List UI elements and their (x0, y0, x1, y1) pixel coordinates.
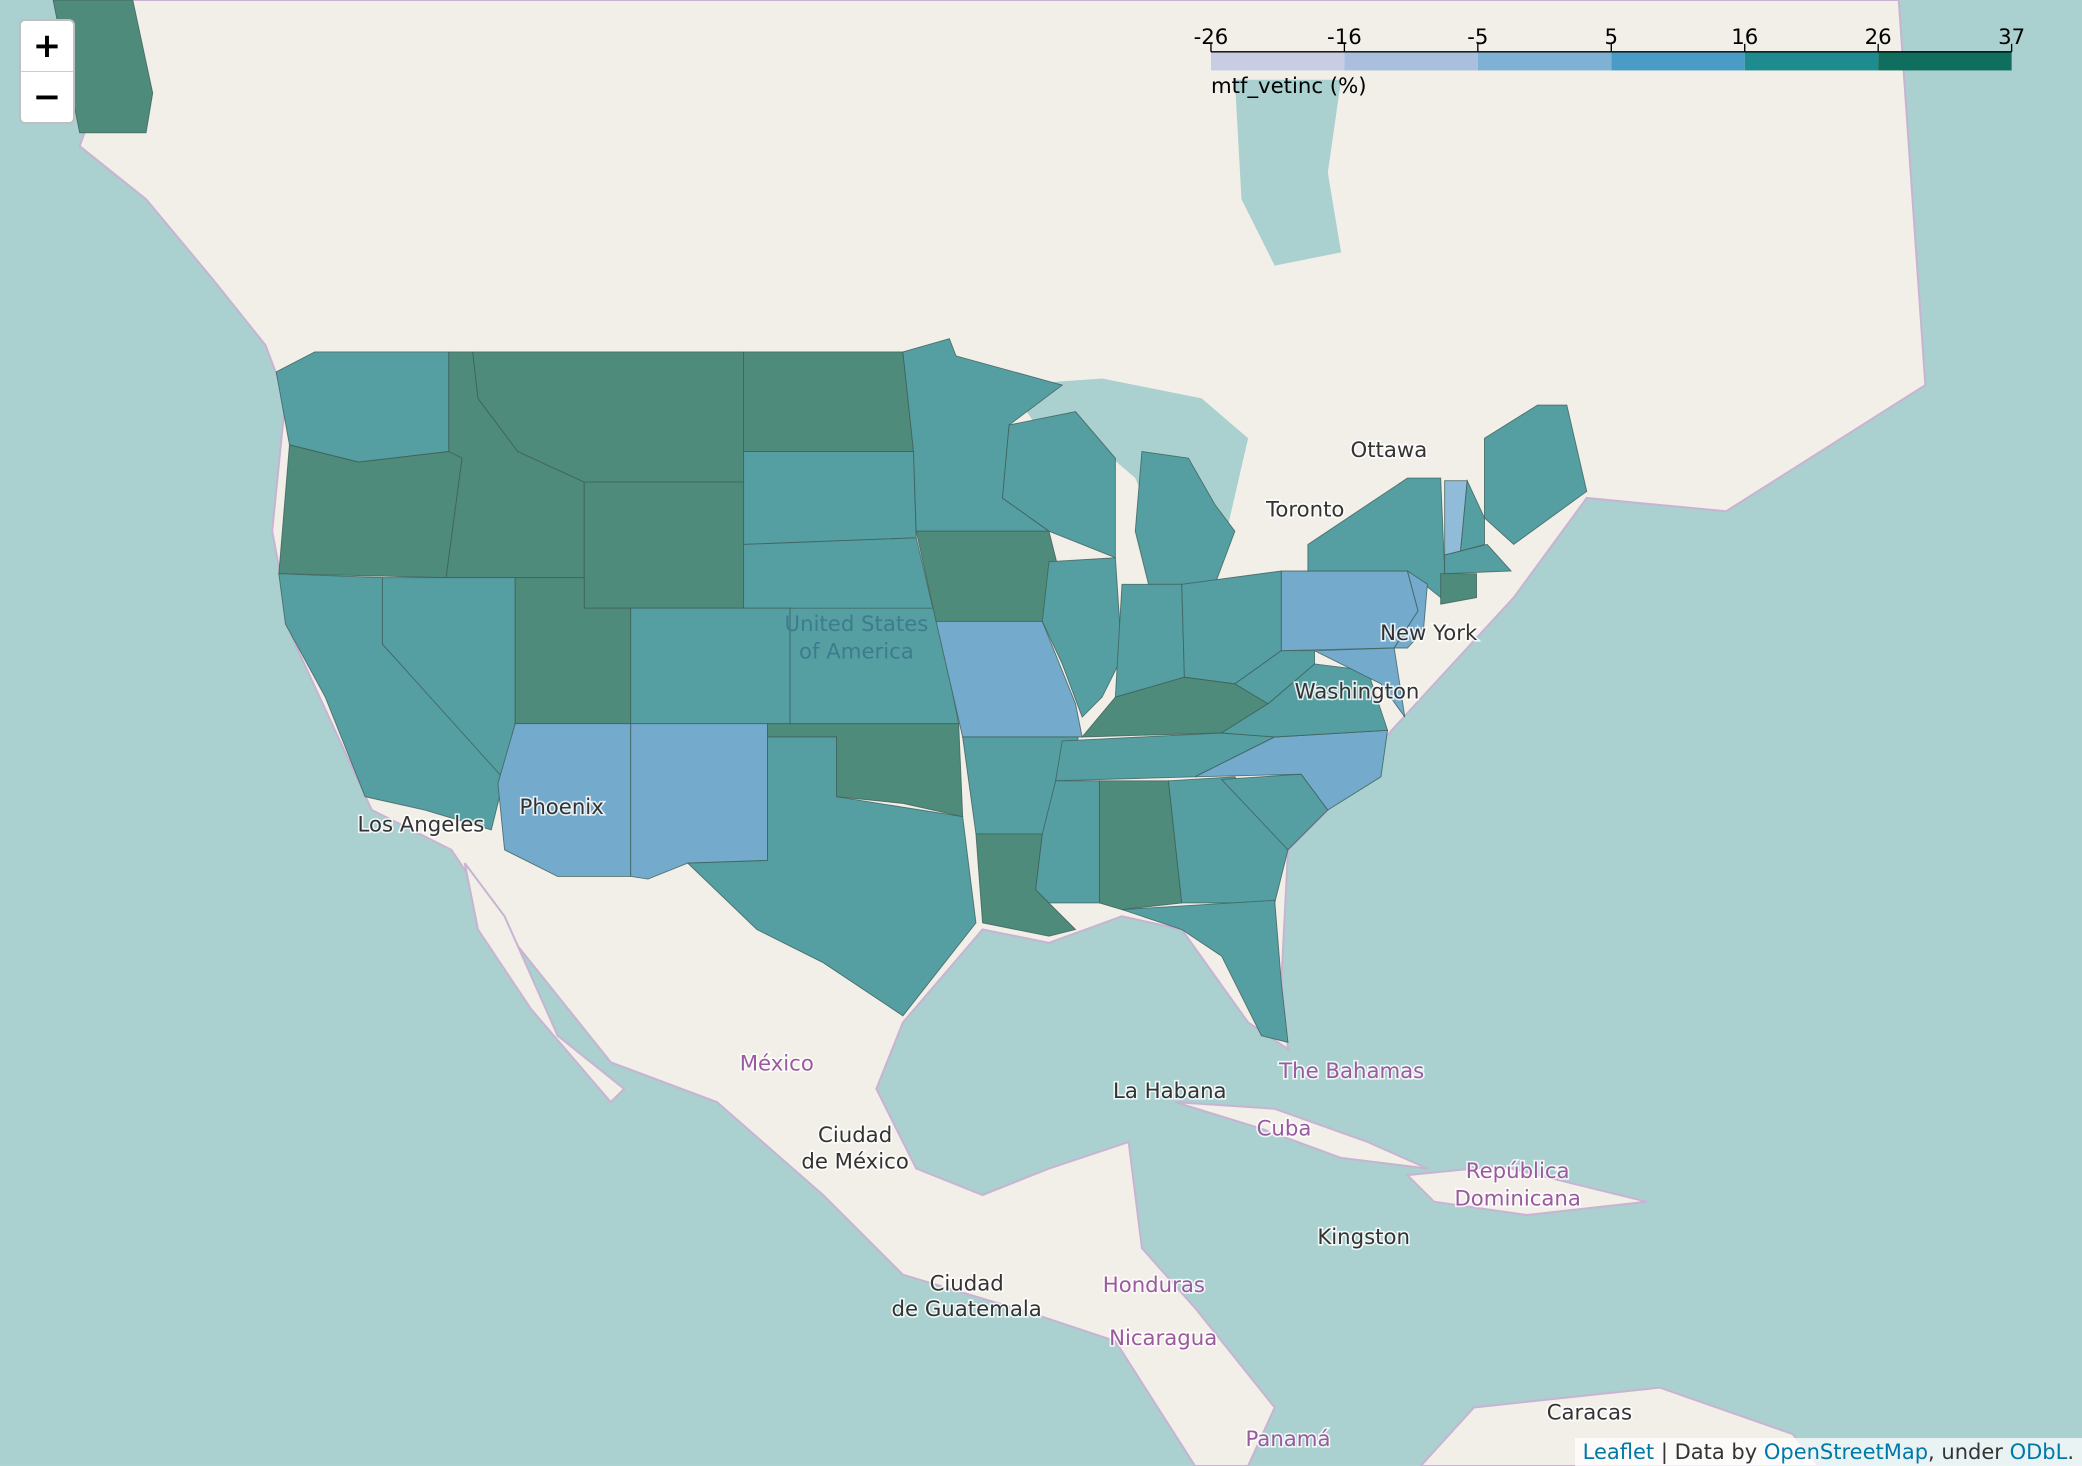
place-label: Honduras (1103, 1273, 1205, 1298)
land (1174, 1101, 1428, 1170)
place-label: Toronto (1265, 498, 1344, 523)
attribution-text: | Data by (1654, 1440, 1764, 1464)
legend-swatch (1878, 51, 2012, 71)
place-labels: Ottawa Toronto United States of America New … (356, 436, 1634, 1454)
place-label: Los Angeles (358, 812, 485, 837)
legend-tick-label: -26 (1194, 25, 1229, 50)
attribution: Leaflet | Data by OpenStreetMap, under O… (1574, 1438, 2082, 1466)
legend-tick-label: 16 (1731, 25, 1758, 50)
attribution-link[interactable]: OpenStreetMap (1763, 1440, 1929, 1464)
state (1167, 776, 1289, 904)
legend-tick-label: 26 (1865, 25, 1892, 50)
place-label: New York (1380, 621, 1478, 646)
legend-swatch (1611, 51, 1745, 71)
state (583, 481, 745, 609)
state (935, 620, 1083, 738)
states (52, 0, 1588, 1043)
state (1393, 569, 1428, 649)
state (743, 351, 915, 452)
legend-swatch (1744, 51, 1879, 71)
place-label: de Guatemala (892, 1297, 1042, 1322)
place-label: The Bahamas (1278, 1059, 1424, 1084)
place-label: Panamá (1245, 1427, 1330, 1452)
place-label: Ottawa (1351, 438, 1428, 463)
place-label: Phoenix (520, 795, 604, 820)
state (1444, 543, 1513, 575)
place-label: de México (801, 1150, 908, 1175)
state (1314, 647, 1406, 718)
legend-tick-label: 37 (1998, 25, 2025, 50)
place-label: Kingston (1317, 1225, 1410, 1250)
lake (1234, 79, 1342, 266)
state (1121, 899, 1289, 1043)
place-label: of America (799, 640, 914, 665)
legend: mtf_vetinc (%) -26 -16 -5 5 16 26 37 (1194, 25, 2026, 99)
state (630, 607, 791, 725)
attribution-text: . (2067, 1440, 2074, 1464)
legend-tick-label: -5 (1467, 25, 1488, 50)
place-label: Washington (1295, 679, 1420, 704)
state (52, 0, 154, 134)
state (630, 723, 768, 880)
place-label: Ciudad (818, 1123, 892, 1148)
place-label: Cuba (1257, 1116, 1312, 1141)
legend-swatch (1344, 51, 1478, 71)
place-label: Ciudad (930, 1272, 1004, 1297)
state (1484, 404, 1588, 546)
state (1460, 478, 1485, 552)
place-label: República (1466, 1159, 1570, 1184)
zoom-in-button[interactable]: + (21, 21, 73, 72)
attribution-text: , under (1928, 1440, 2010, 1464)
state (743, 451, 917, 545)
state (1234, 650, 1315, 705)
state (915, 530, 1063, 622)
zoom-control: + − (19, 19, 75, 124)
state (1041, 557, 1123, 718)
state (1098, 780, 1183, 911)
place-label: Nicaragua (1109, 1326, 1217, 1351)
attribution-link[interactable]: Leaflet (1582, 1440, 1655, 1464)
land (1405, 1164, 1647, 1216)
place-label: Dominicana (1454, 1187, 1580, 1212)
state (686, 736, 977, 1017)
state (275, 351, 450, 463)
legend-title: mtf_vetinc (%) (1211, 74, 1367, 99)
land (463, 862, 626, 1104)
place-label: La Habana (1113, 1079, 1227, 1104)
place-label: United States (785, 612, 929, 637)
place-label: México (740, 1051, 814, 1076)
attribution-link[interactable]: ODbL (2009, 1440, 2068, 1464)
zoom-out-button[interactable]: − (32, 77, 62, 117)
state (1134, 450, 1236, 585)
legend-tick-label: 5 (1605, 25, 1619, 50)
legend-swatch (1477, 51, 1612, 71)
state (1440, 573, 1477, 605)
place-label: Caracas (1547, 1400, 1632, 1425)
state (278, 444, 463, 579)
legend-tick-label: -16 (1327, 25, 1362, 50)
legend-swatch (1210, 51, 1345, 71)
